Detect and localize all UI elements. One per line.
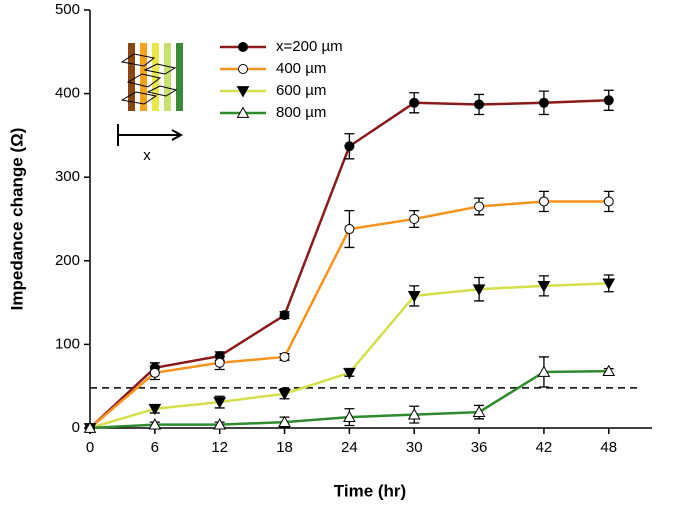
x-tick-label: 48 (600, 439, 617, 456)
x-tick-label: 42 (536, 439, 553, 456)
marker (407, 408, 421, 420)
marker (279, 351, 290, 362)
inset-icon (117, 43, 184, 146)
y-tick-label: 400 (55, 85, 80, 102)
y-tick-label: 300 (55, 168, 80, 185)
legend-marker (238, 42, 248, 52)
inset-label: x (143, 147, 151, 164)
marker (213, 418, 227, 430)
y-tick-label: 500 (55, 1, 80, 18)
x-tick-label: 0 (86, 439, 94, 456)
y-axis-title: Impedance change (Ω) (7, 128, 26, 311)
marker (343, 367, 356, 380)
legend-label: x=200 µm (276, 38, 343, 55)
marker (602, 364, 616, 377)
marker (214, 357, 225, 368)
marker (343, 410, 356, 423)
legend-label: 600 µm (276, 82, 326, 99)
marker (602, 278, 616, 290)
marker (472, 284, 486, 296)
marker (538, 97, 549, 108)
x-tick-label: 36 (471, 439, 488, 456)
marker (148, 418, 162, 430)
marker (213, 397, 227, 409)
marker (603, 196, 614, 207)
legend-marker (236, 86, 250, 98)
y-tick-label: 100 (55, 335, 80, 352)
x-tick-label: 24 (341, 439, 358, 456)
marker (603, 95, 614, 106)
legend-label: 400 µm (276, 60, 326, 77)
marker (407, 291, 421, 303)
x-tick-label: 30 (406, 439, 423, 456)
legend-marker (238, 64, 248, 74)
marker (149, 367, 160, 378)
x-axis-title: Time (hr) (334, 481, 406, 500)
x-tick-label: 6 (151, 439, 159, 456)
marker (278, 415, 291, 428)
legend-marker (236, 106, 250, 118)
marker (537, 365, 551, 377)
marker (278, 388, 291, 401)
marker (279, 310, 290, 321)
marker (344, 224, 355, 235)
y-tick-label: 200 (55, 252, 80, 269)
x-tick-label: 18 (276, 439, 293, 456)
series-line (89, 282, 609, 430)
marker (472, 405, 486, 418)
marker (344, 141, 355, 152)
marker (538, 196, 549, 207)
marker (409, 214, 420, 224)
y-tick-label: 0 (72, 419, 80, 436)
marker (474, 99, 485, 110)
legend-label: 800 µm (276, 104, 326, 121)
x-tick-label: 12 (211, 439, 228, 456)
marker (409, 97, 420, 108)
marker (537, 280, 551, 293)
marker (83, 421, 97, 433)
marker (148, 403, 162, 416)
marker (474, 201, 485, 212)
